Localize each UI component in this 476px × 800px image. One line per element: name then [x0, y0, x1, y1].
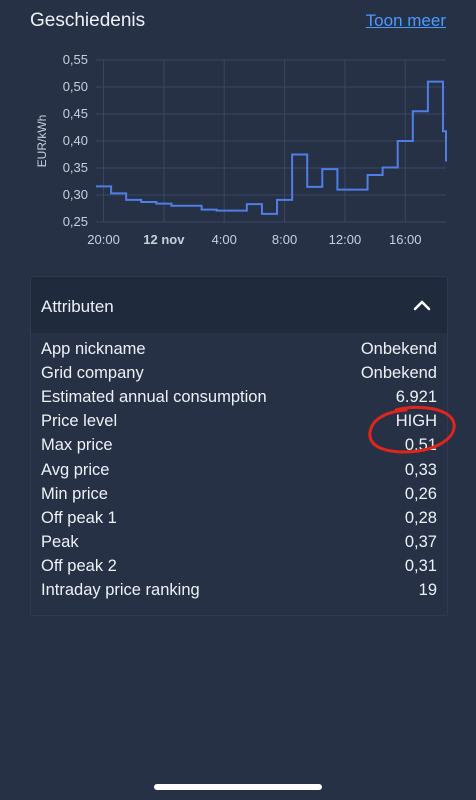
- y-tick-label: 0,35: [63, 160, 88, 175]
- attribute-row: Estimated annual consumption 6.921: [41, 385, 437, 409]
- attribute-row: Avg price 0,33: [41, 458, 437, 482]
- page-title: Geschiedenis: [30, 10, 146, 31]
- attribute-label: Estimated annual consumption: [41, 387, 267, 406]
- price-series-line: [96, 80, 447, 215]
- attribute-row: App nickname Onbekend: [41, 337, 437, 361]
- y-tick-label: 0,30: [63, 187, 88, 202]
- attribute-label: Max price: [41, 436, 113, 455]
- price-history-chart: 0,55 0,50 0,45 0,40 0,35 0,30 0,25 20:00 12 nov 4…: [35, 52, 447, 247]
- show-more-link[interactable]: Toon meer: [365, 11, 446, 30]
- history-header: Geschiedenis Toon meer: [0, 0, 476, 42]
- x-tick-label: 16:00: [389, 232, 422, 247]
- attribute-row: Max price 0,51: [41, 434, 437, 458]
- attributes-panel: Attributen App nickname Onbekend Grid comp…: [30, 276, 448, 616]
- attribute-value: HIGH: [395, 412, 437, 431]
- attribute-row: Min price 0,26: [41, 482, 437, 506]
- chevron-up-icon[interactable]: [411, 295, 433, 317]
- attributes-header[interactable]: Attributen: [31, 277, 447, 333]
- attributes-list: App nickname Onbekend Grid company Onbekend…: [41, 337, 437, 603]
- home-indicator: [154, 784, 322, 790]
- attribute-label: Peak: [41, 533, 79, 552]
- attribute-value: 19: [418, 581, 437, 600]
- y-tick-label: 0,25: [63, 214, 88, 229]
- y-tick-label: 0,55: [63, 52, 88, 67]
- x-tick-label: 4:00: [212, 232, 237, 247]
- x-tick-label: 12 nov: [143, 232, 185, 247]
- x-tick-label: 12:00: [329, 232, 362, 247]
- attribute-value: 0,33: [404, 460, 437, 479]
- attribute-label: Min price: [41, 484, 108, 503]
- y-axis-label: EUR/kWh: [35, 115, 49, 168]
- y-tick-label: 0,40: [63, 133, 88, 148]
- attribute-label: Off peak 1: [41, 508, 117, 527]
- attributes-title: Attributen: [41, 297, 114, 316]
- attribute-label: Grid company: [41, 363, 144, 382]
- attribute-row: Grid company Onbekend: [41, 361, 437, 385]
- attribute-value: 6.921: [395, 387, 437, 406]
- attribute-label: Avg price: [41, 460, 110, 479]
- x-tick-label: 20:00: [87, 232, 120, 247]
- attribute-value: 0,28: [404, 508, 437, 527]
- attribute-value: 0,31: [404, 557, 437, 576]
- attribute-value: 0,51: [404, 436, 437, 455]
- attribute-row: Intraday price ranking 19: [41, 579, 437, 603]
- attribute-label: Price level: [41, 412, 118, 431]
- attribute-value: 0,37: [404, 533, 437, 552]
- attribute-label: App nickname: [41, 339, 146, 358]
- y-tick-label: 0,45: [63, 106, 88, 121]
- attribute-row: Off peak 1 0,28: [41, 506, 437, 530]
- attribute-row: Peak 0,37: [41, 531, 437, 555]
- attribute-value: 0,26: [404, 484, 437, 503]
- attribute-label: Off peak 2: [41, 557, 117, 576]
- y-tick-label: 0,50: [63, 79, 88, 94]
- attribute-row: Price level HIGH: [41, 410, 437, 434]
- attribute-value: Onbekend: [360, 363, 437, 382]
- x-tick-label: 8:00: [272, 232, 297, 247]
- attribute-value: Onbekend: [360, 339, 437, 358]
- attribute-row: Off peak 2 0,31: [41, 555, 437, 579]
- attribute-label: Intraday price ranking: [41, 581, 200, 600]
